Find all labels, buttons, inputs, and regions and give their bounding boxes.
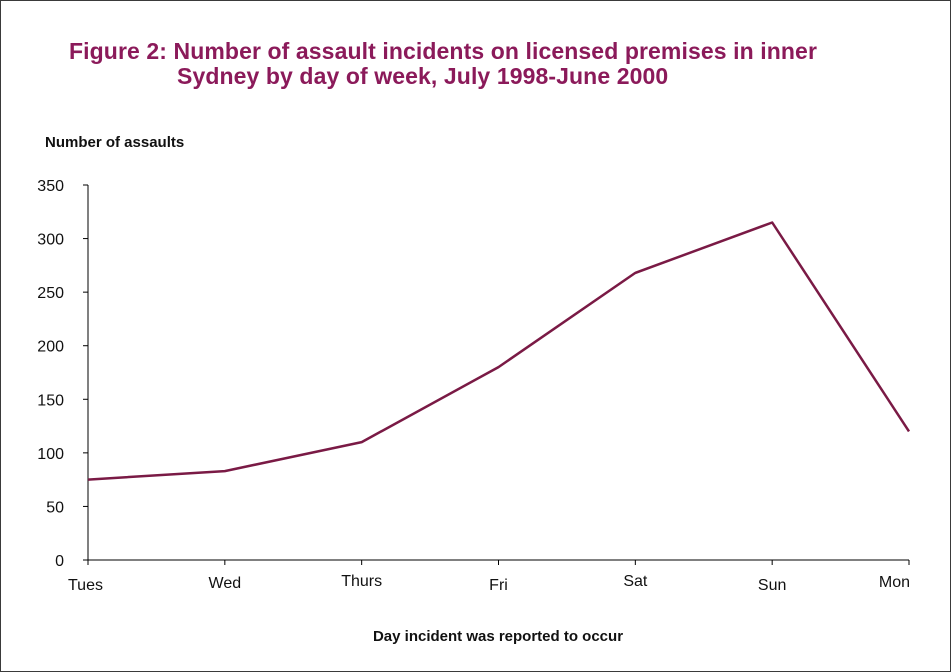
- y-tick-label: 0: [55, 553, 64, 570]
- y-tick-label: 150: [37, 392, 64, 409]
- series-line: [87, 221, 911, 481]
- x-tick-label: Wed: [209, 575, 242, 592]
- y-tick-label: 200: [37, 339, 64, 356]
- y-tick-label: 50: [46, 499, 64, 516]
- x-tick-label: Fri: [489, 577, 508, 594]
- y-axis-title: Number of assaults: [45, 134, 184, 151]
- x-tick-label: Mon: [879, 574, 910, 591]
- x-tick-label: Tues: [68, 577, 103, 594]
- chart-title-line-2: Sydney by day of week, July 1998-June 20…: [177, 63, 669, 89]
- x-tick-label: Sat: [623, 573, 648, 590]
- y-tick-label: 350: [37, 178, 64, 195]
- x-axis-title: Day incident was reported to occur: [373, 628, 623, 645]
- x-tick-label: Sun: [758, 577, 786, 594]
- y-tick-label: 100: [37, 446, 64, 463]
- chart-title-line-1: Figure 2: Number of assault incidents on…: [69, 38, 817, 64]
- y-tick-label: 250: [37, 285, 64, 302]
- x-tick-label: Thurs: [341, 573, 382, 590]
- y-axis-ticks: 0 50 100 150 200 250 300 350: [37, 178, 88, 570]
- x-axis-ticks: Tues Wed Thurs Fri Sat Sun Mon: [68, 560, 910, 594]
- y-tick-label: 300: [37, 232, 64, 249]
